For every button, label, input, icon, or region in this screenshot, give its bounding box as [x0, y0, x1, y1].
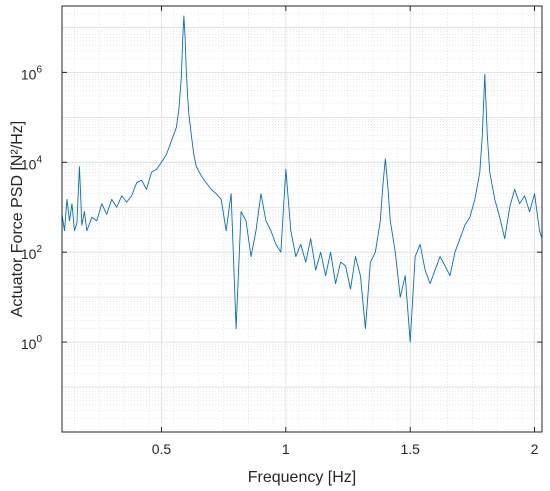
- plot-area-frame: [61, 5, 543, 433]
- x-axis-label: Frequency [Hz]: [248, 469, 356, 486]
- y-axis-label: Actuator Force PSD [N²/Hz]: [9, 121, 26, 318]
- ticks: 0.5 1 1.5 2 100 102 104 106: [21, 6, 542, 457]
- grid: [62, 6, 542, 433]
- x-tick-label: 1: [282, 441, 290, 457]
- psd-series-line: [61, 15, 543, 343]
- x-tick-label: 1.5: [400, 441, 420, 457]
- y-tick-label: 100: [21, 334, 43, 352]
- x-tick-label: 2: [531, 441, 539, 457]
- series-layer: [61, 15, 543, 343]
- y-tick-label: 104: [21, 154, 43, 172]
- y-tick-label: 106: [21, 64, 43, 82]
- x-tick-label: 0.5: [152, 441, 172, 457]
- y-tick-label: 102: [21, 244, 43, 262]
